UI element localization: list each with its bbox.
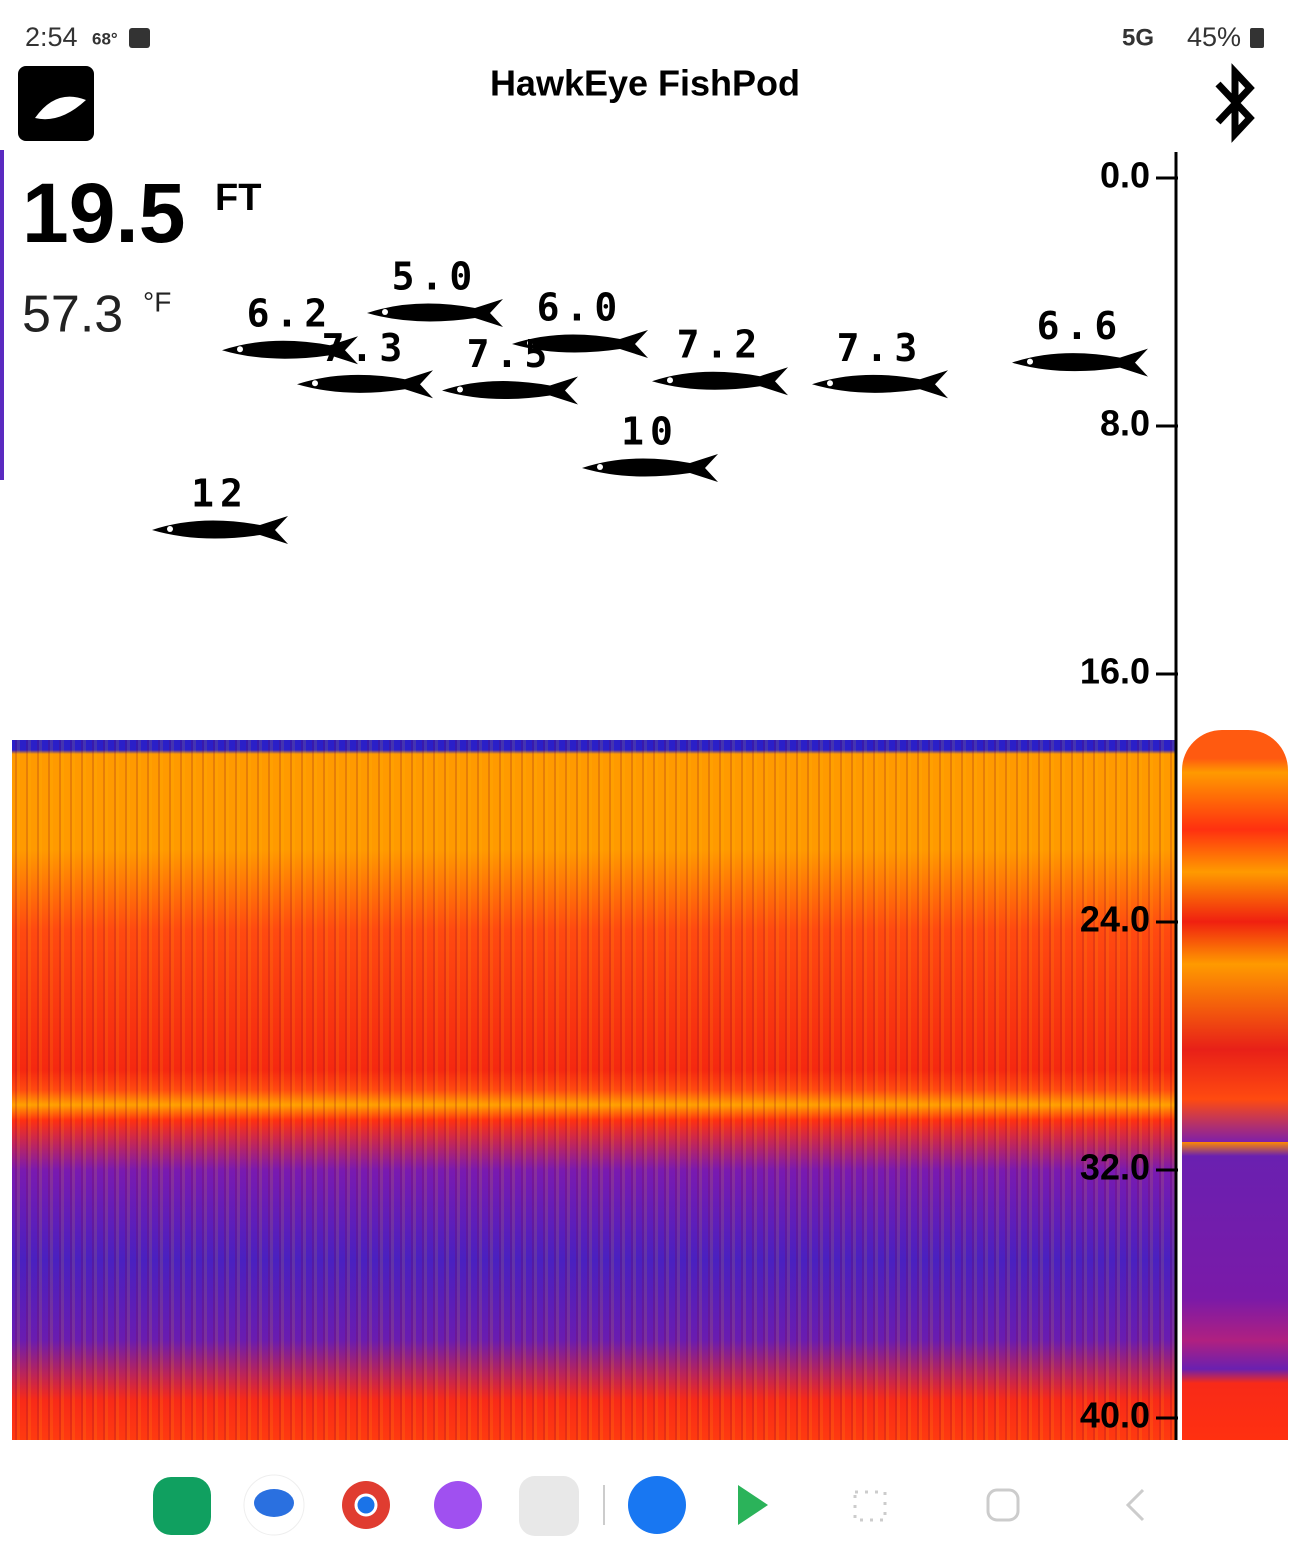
app-facebook[interactable] xyxy=(628,1476,686,1534)
fish-depth-label: 7.5 xyxy=(467,332,554,376)
status-battery: 45% xyxy=(1187,22,1241,52)
app-folder[interactable] xyxy=(519,1476,579,1536)
side-bar xyxy=(0,150,4,480)
fish-depth-label: 7.3 xyxy=(322,326,409,370)
fish-eye xyxy=(312,380,318,387)
fish-depth-label: 10 xyxy=(621,410,679,454)
fish-mark xyxy=(1012,348,1148,377)
nav-recents[interactable] xyxy=(853,1490,887,1522)
status-temp: 68° xyxy=(92,29,118,48)
bluetooth-icon[interactable] xyxy=(1215,63,1255,143)
app-phone[interactable] xyxy=(153,1477,211,1535)
fish-mark xyxy=(582,454,718,482)
fish-mark xyxy=(222,336,358,365)
app-title: HawkEye FishPod xyxy=(490,63,800,104)
fish-eye xyxy=(237,346,243,353)
logo-fish xyxy=(35,96,86,120)
status-time: 2:54 xyxy=(25,22,78,52)
fish-eye xyxy=(457,386,463,393)
fish-mark xyxy=(812,370,948,399)
fish-eye xyxy=(667,377,673,384)
fish-depth-label: 6.2 xyxy=(247,292,334,336)
fish-depth-label: 12 xyxy=(191,472,249,516)
fish-eye xyxy=(382,309,388,315)
fish-mark xyxy=(442,376,578,405)
fish-eye xyxy=(527,340,533,346)
depth-tick-label: 24.0 xyxy=(1080,899,1150,940)
fish-depth-label: 5.0 xyxy=(392,255,479,299)
temp-unit: °F xyxy=(143,286,171,317)
depth-tick-label: 8.0 xyxy=(1100,403,1150,444)
fish-eye xyxy=(597,464,603,470)
fish-depth-label: 7.3 xyxy=(837,326,924,370)
fish-eye xyxy=(1027,358,1033,365)
app-play[interactable] xyxy=(738,1485,768,1525)
fish-mark xyxy=(367,299,503,327)
nav-home[interactable] xyxy=(986,1488,1020,1522)
depth-tick-label: 16.0 xyxy=(1080,651,1150,692)
fish-depth-label: 6.0 xyxy=(537,286,624,330)
fish-eye xyxy=(167,526,173,532)
fish-mark xyxy=(652,367,788,396)
fish-depth-label: 6.6 xyxy=(1037,304,1124,348)
status-network: 5G xyxy=(1122,24,1154,51)
depth-tick-label: 0.0 xyxy=(1100,155,1150,196)
fish-depth-label: 7.2 xyxy=(677,323,764,367)
battery-icon xyxy=(1250,28,1264,48)
fish-mark xyxy=(152,516,288,544)
chrome-center xyxy=(354,1493,378,1517)
depth-tick-label: 32.0 xyxy=(1080,1147,1150,1188)
fish-eye xyxy=(827,380,833,387)
messages-bubble xyxy=(254,1489,294,1517)
fish-mark xyxy=(512,330,648,358)
intensity-strip xyxy=(1182,730,1288,1440)
depth-readout: 19.5 xyxy=(22,166,186,260)
gallery-icon xyxy=(129,28,150,48)
depth-unit: FT xyxy=(215,177,261,219)
temp-readout: 57.3 xyxy=(22,286,123,344)
nav-bar xyxy=(153,1474,1145,1536)
fish-mark xyxy=(297,370,433,399)
depth-tick-label: 40.0 xyxy=(1080,1395,1150,1436)
app-messenger[interactable] xyxy=(434,1481,482,1529)
sonar-returns xyxy=(12,740,1175,1440)
nav-back[interactable] xyxy=(1125,1488,1145,1522)
